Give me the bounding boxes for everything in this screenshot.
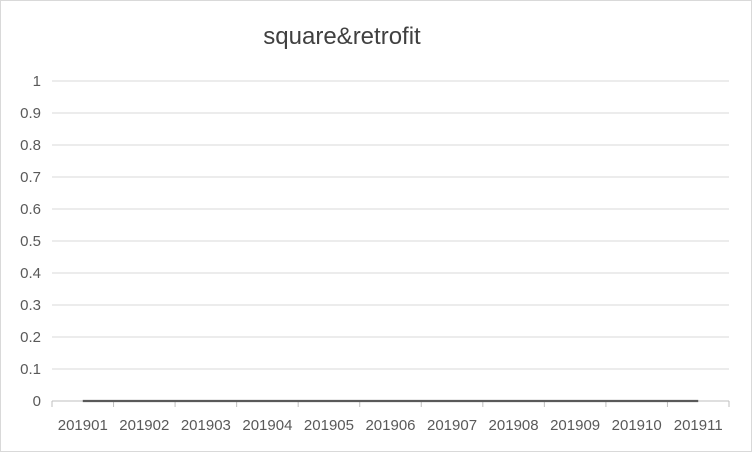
x-tick-label: 201907 [427,417,477,434]
x-tick-labels: 201901 201902 201903 201904 201905 201906 2019… [58,417,723,434]
y-tick-label: 0 [33,393,41,410]
y-tick-label: 1 [33,73,41,90]
y-tick-label: 0.8 [20,137,41,154]
x-tick-label: 201908 [489,417,539,434]
y-tick-label: 0.1 [20,361,41,378]
x-tick-label: 201911 [674,417,723,434]
x-tick-label: 201910 [612,417,662,434]
y-tick-label: 0.5 [20,233,41,250]
y-tick-label: 0.4 [20,265,41,282]
y-tick-label: 0.3 [20,297,41,314]
x-tick-label: 201906 [365,417,415,434]
chart-title: square&retrofit [263,23,421,50]
gridlines [52,80,729,370]
y-tick-label: 0.7 [20,169,41,186]
y-tick-label: 0.6 [20,201,41,218]
y-tick-label: 0.2 [20,329,41,346]
x-tick-label: 201904 [242,417,292,434]
x-tick-label: 201905 [304,417,354,434]
x-tick-label: 201909 [550,417,600,434]
x-tick-label: 201903 [181,417,231,434]
y-tick-labels: 0 0.1 0.2 0.3 0.4 0.5 0.6 0.7 0.8 0.9 1 [20,73,41,410]
x-tick-label: 201901 [58,417,108,434]
y-tick-label: 0.9 [20,105,41,122]
x-tick-label: 201902 [119,417,169,434]
